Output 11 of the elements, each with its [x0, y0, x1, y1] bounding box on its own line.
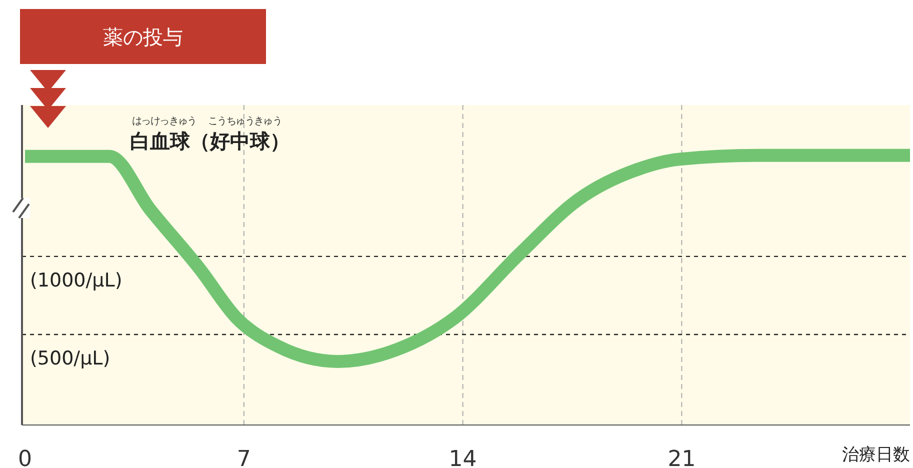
chart-title: 薬の投与: [103, 25, 183, 49]
ref-line-label: (500/μL): [30, 347, 110, 370]
x-tick-label: 7: [236, 447, 251, 468]
x-tick-label: 14: [448, 447, 477, 468]
annotation: こうちゅうきゅう: [208, 116, 282, 127]
x-axis-title: 治療日数: [842, 445, 910, 465]
annotation: 白血球（好中球）: [130, 129, 290, 153]
ref-line-label: (1000/μL): [30, 269, 122, 292]
annotation: はっけっきゅう: [132, 116, 196, 127]
x-tick-label: 21: [668, 447, 696, 468]
x-tick-label: 0: [18, 447, 32, 468]
